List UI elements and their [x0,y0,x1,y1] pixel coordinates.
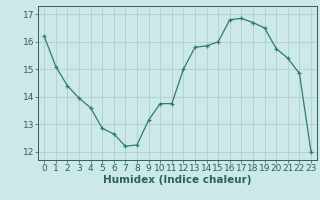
X-axis label: Humidex (Indice chaleur): Humidex (Indice chaleur) [103,175,252,185]
